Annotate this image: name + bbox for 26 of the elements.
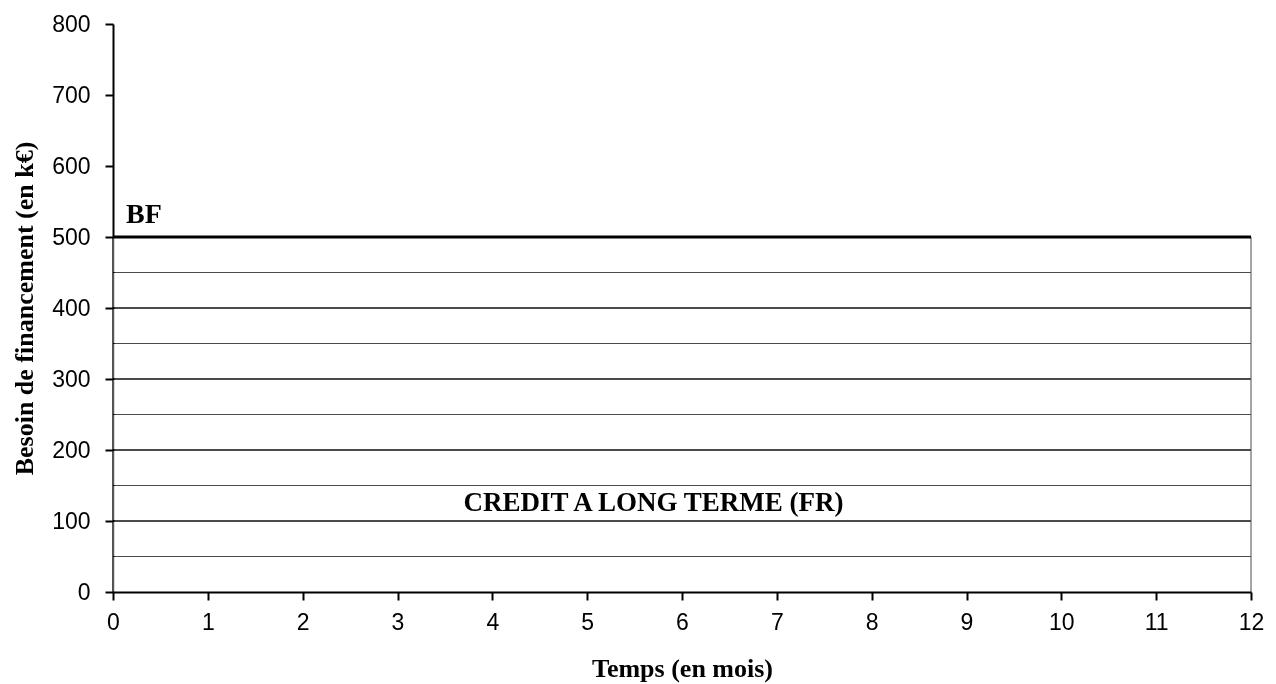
x-tick-label: 7 (770, 608, 784, 635)
x-tick-label: 10 (1049, 608, 1075, 635)
y-tick-label: 800 (52, 10, 91, 37)
y-tick-label: 200 (52, 436, 91, 463)
x-tick-label: 6 (676, 608, 689, 635)
y-axis-title: Besoin de financement (en k€) (9, 141, 39, 476)
y-tick-label: 700 (52, 81, 91, 108)
series-label: CREDIT A LONG TERME (FR) (463, 487, 844, 518)
y-tick-label: 100 (52, 507, 91, 534)
y-tick-label: 0 (77, 578, 91, 605)
y-tick-label: 500 (52, 223, 91, 250)
annotation: BF (126, 198, 162, 229)
x-tick-label: 2 (296, 608, 310, 635)
x-axis-title: Temps (en mois) (591, 653, 774, 683)
y-tick-label: 400 (52, 294, 91, 321)
x-tick-label: 3 (391, 608, 405, 635)
x-tick-label: 4 (486, 608, 500, 635)
x-tick-label: 9 (960, 608, 974, 635)
x-tick-label: 0 (107, 608, 120, 635)
y-tick-label: 300 (52, 365, 91, 392)
x-tick-label: 12 (1238, 608, 1265, 635)
x-tick-label: 11 (1144, 608, 1169, 635)
x-tick-label: 5 (581, 608, 595, 635)
x-tick-label: 8 (865, 608, 879, 635)
y-tick-label: 600 (52, 152, 91, 179)
x-tick-label: 1 (201, 608, 215, 635)
